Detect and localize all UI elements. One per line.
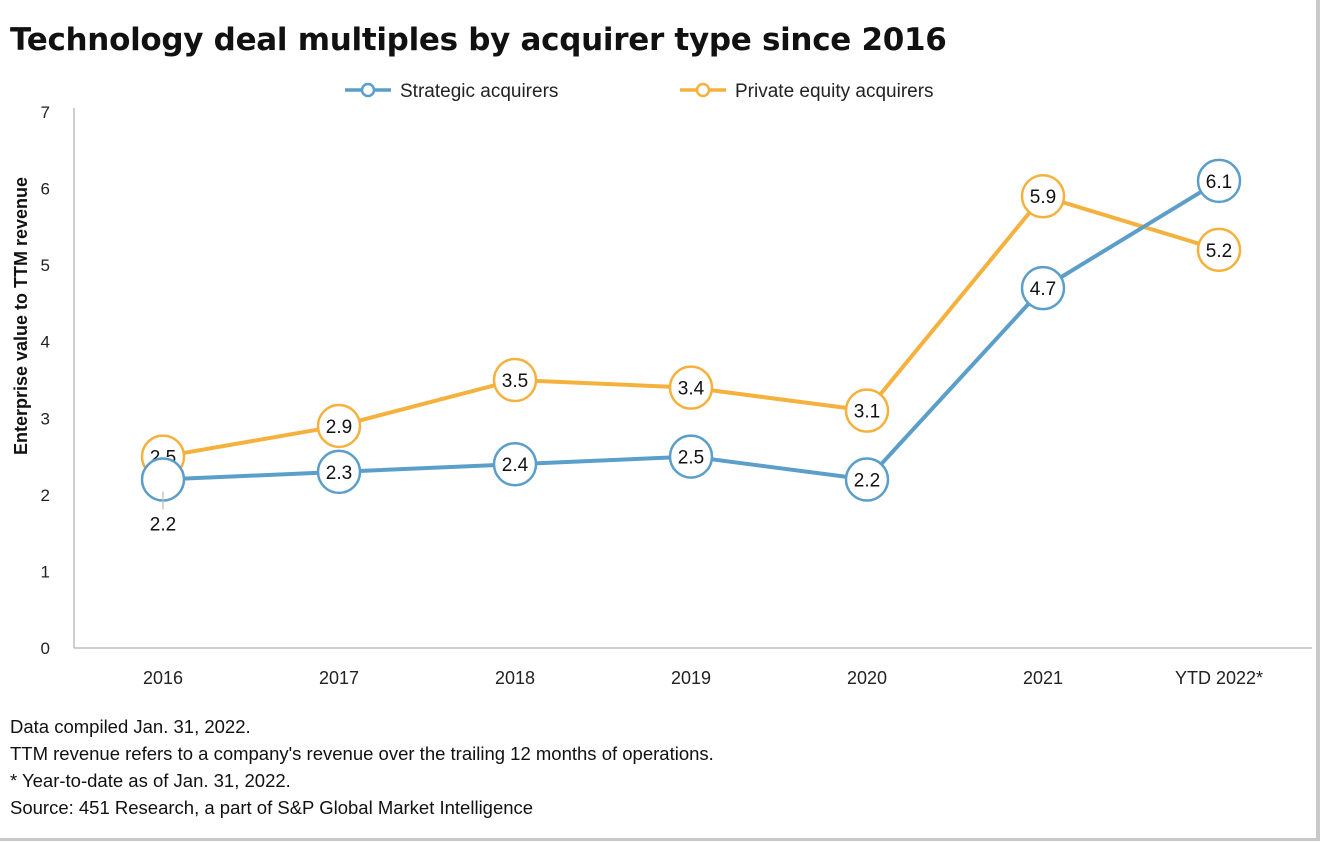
- x-tick-label: 2017: [319, 668, 359, 688]
- y-tick-label: 5: [41, 256, 50, 275]
- x-tick-label: 2018: [495, 668, 535, 688]
- data-label-s0-5: 4.7: [1030, 279, 1056, 300]
- note-source: Source: 451 Research, a part of S&P Glob…: [10, 797, 534, 818]
- point-marker-s0-6: [1196, 158, 1242, 204]
- data-label-s1-2: 3.5: [502, 371, 528, 392]
- y-tick-label: 7: [41, 103, 50, 122]
- x-tick-label: YTD 2022*: [1175, 668, 1263, 688]
- note-ttm-definition: TTM revenue refers to a company's revenu…: [10, 743, 714, 764]
- point-marker-s1-3: [668, 365, 714, 410]
- data-label-s0-0: 2.2: [150, 515, 176, 536]
- y-tick-label: 0: [41, 639, 50, 658]
- data-label-s1-5: 5.9: [1030, 187, 1056, 208]
- point-marker-s1-6: [1196, 227, 1242, 273]
- legend-label-1: Private equity acquirers: [735, 81, 934, 102]
- point-marker-s0-4: [844, 457, 890, 502]
- data-label-s1-1: 2.9: [326, 417, 352, 438]
- data-label-s1-3: 3.4: [678, 379, 705, 400]
- point-marker-s0-2: [492, 441, 538, 487]
- legend-marker-1: [695, 82, 711, 98]
- x-tick-label: 2019: [671, 668, 711, 688]
- x-tick-label: 2021: [1023, 668, 1063, 688]
- data-label-s0-1: 2.3: [326, 463, 352, 484]
- point-marker-s0-1: [316, 449, 362, 495]
- data-label-s0-3: 2.5: [678, 448, 704, 469]
- y-tick-label: 4: [41, 333, 50, 352]
- legend-marker-0: [360, 82, 376, 98]
- y-tick-label: 2: [41, 486, 50, 505]
- y-tick-label: 1: [41, 562, 50, 581]
- y-axis-label: Enterprise value to TTM revenue: [11, 177, 31, 455]
- chart-notes: Data compiled Jan. 31, 2022. TTM revenue…: [10, 713, 714, 821]
- x-tick-label: 2020: [847, 668, 887, 688]
- point-marker-s1-5: [1020, 173, 1066, 219]
- legend-label-0: Strategic acquirers: [400, 81, 558, 102]
- y-tick-label: 6: [41, 180, 50, 199]
- point-marker-s1-2: [492, 357, 538, 403]
- data-label-s1-4: 3.1: [854, 402, 880, 423]
- chart-title: Technology deal multiples by acquirer ty…: [10, 22, 947, 58]
- data-label-s1-6: 5.2: [1206, 241, 1232, 262]
- x-tick-label: 2016: [143, 668, 183, 688]
- line-chart: 0 1 2 3 4 5 6 7 2016 2017 2018 2019 2020 2021 YTD 2022…: [11, 81, 1312, 688]
- point-marker-s0-5: [1020, 265, 1066, 311]
- data-label-s0-2: 2.4: [502, 455, 529, 476]
- data-label-s0-4: 2.2: [854, 471, 880, 492]
- point-marker-s1-4: [844, 388, 890, 433]
- note-compiled: Data compiled Jan. 31, 2022.: [10, 716, 251, 737]
- y-tick-label: 3: [41, 409, 50, 428]
- point-marker-s1-1: [316, 403, 362, 449]
- data-label-s0-6: 6.1: [1206, 172, 1232, 193]
- point-marker-s0-3: [668, 434, 714, 479]
- note-ytd: * Year-to-date as of Jan. 31, 2022.: [10, 770, 291, 791]
